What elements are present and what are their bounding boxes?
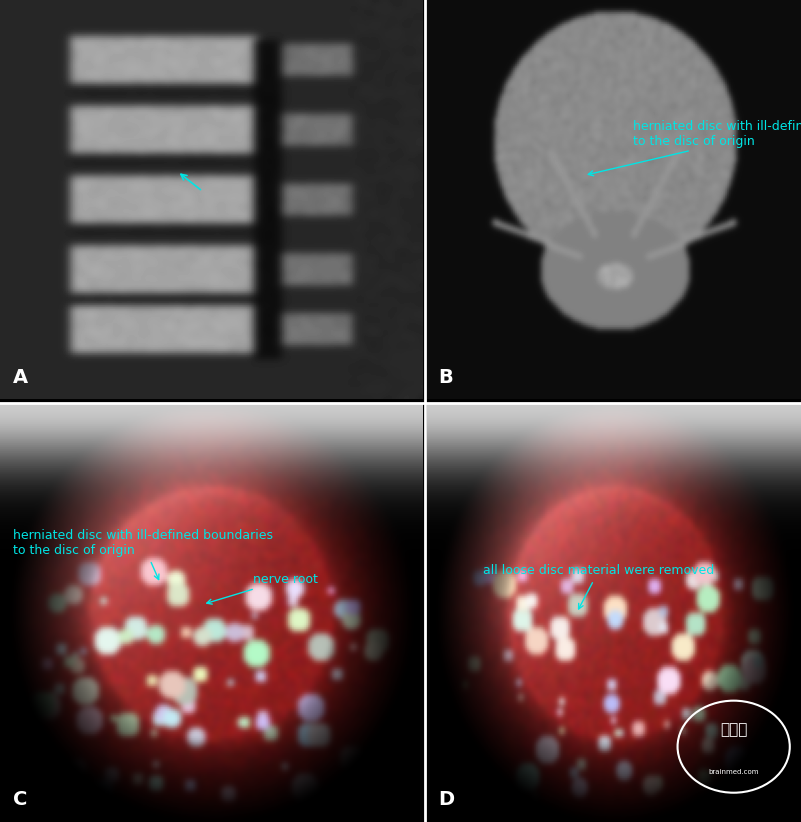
Text: herniated disc with ill-defined boundaries
to the disc of origin: herniated disc with ill-defined boundari… [13,529,272,580]
Text: D: D [438,790,454,810]
Text: C: C [13,790,27,810]
Text: all loose disc material were removed: all loose disc material were removed [483,565,714,609]
Text: brainmed.com: brainmed.com [708,769,759,775]
Text: herniated disc with ill-defined boundaries
to the disc of origin: herniated disc with ill-defined boundari… [588,119,801,176]
Text: nerve root: nerve root [207,573,318,604]
Text: A: A [13,367,28,386]
Text: B: B [438,367,453,386]
Text: 脑医汇: 脑医汇 [720,723,747,737]
